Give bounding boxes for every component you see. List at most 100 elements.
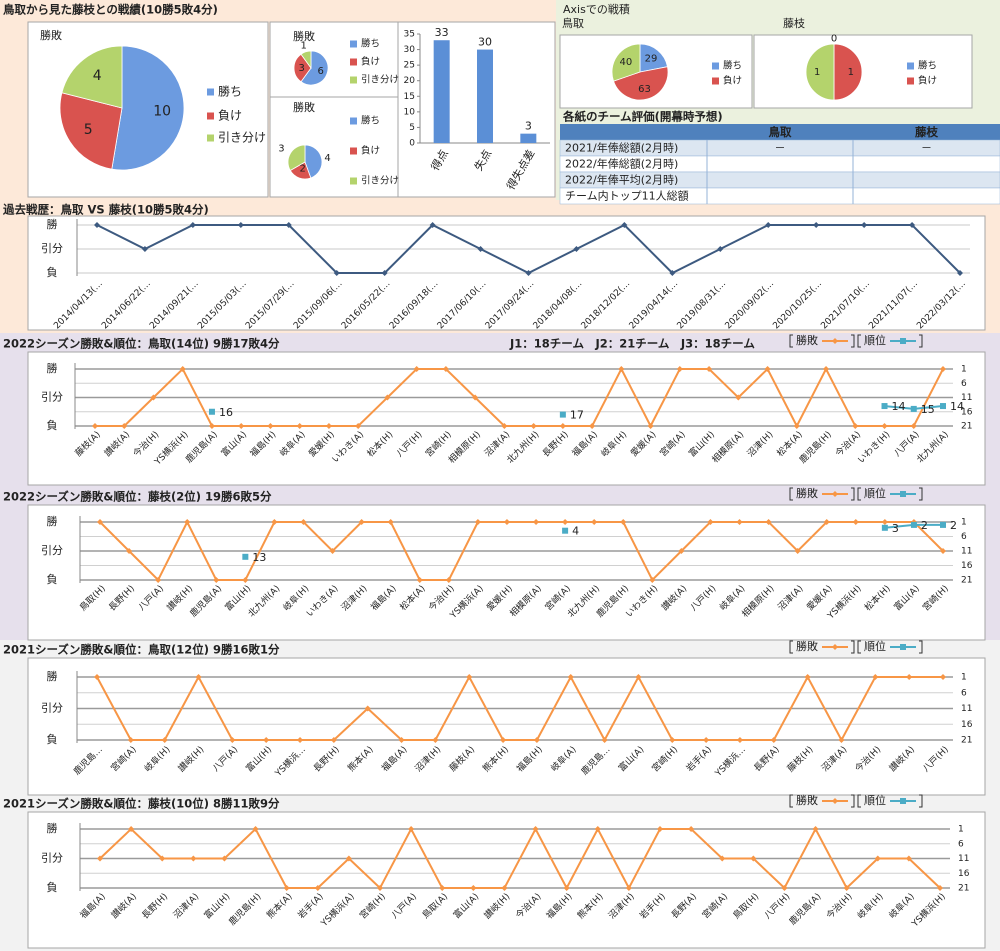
pie-slice [833,43,863,101]
marker [325,423,332,429]
legend-swatch [350,147,357,155]
y2-tick-label: 1 [961,365,967,375]
marker [314,885,321,891]
marker [126,548,133,554]
series-line [96,674,943,743]
marker [804,674,811,680]
marker [669,270,676,276]
marker [364,705,371,712]
marker [910,521,917,528]
legend-label: 勝ち [918,60,937,72]
marker [416,577,423,583]
marker [381,270,388,276]
marker [736,519,743,525]
legend-swatch [350,177,357,185]
marker [141,246,148,252]
marker [474,519,481,525]
marker [735,394,742,401]
y2-tick-label: 11 [961,547,972,557]
marker [283,885,290,891]
y2-tick-label: 21 [958,884,969,894]
data-label: 14 [892,400,906,413]
marker [781,885,788,891]
marker [706,366,713,372]
marker [398,737,405,743]
marker [559,411,566,418]
y2-tick-label: 6 [961,688,967,698]
marker [770,737,777,743]
marker [621,222,628,228]
y2-tick-label: 16 [961,561,973,571]
legend-marker [832,798,838,804]
y-tick-label: 5 [409,123,415,133]
marker [208,408,215,415]
legend-marker [832,338,838,344]
marker [184,519,191,525]
legend-bracket [789,640,793,654]
table-row [559,187,1000,205]
marker [881,423,888,429]
legend-swatch [350,58,357,66]
section-title: 鳥取から見た藤枝との戦績(10勝5敗4分) [3,3,218,17]
marker [647,423,654,429]
legend-label: 勝ち [361,38,380,50]
marker [503,519,510,525]
marker [940,674,946,680]
legend-bracket [851,640,855,654]
legend-swatch [207,112,214,120]
pie-slice [293,53,312,83]
legend-bracket [919,640,923,654]
marker [874,855,881,862]
legend-label: 勝ち [361,115,380,127]
legend-bracket [789,487,793,501]
y-tick-label: 引分 [41,851,63,865]
y-tick-label: 10 [404,107,416,117]
data-label: 30 [478,36,492,49]
chart-title: 2021シーズン勝敗&順位：藤枝(10位) 8勝11敗9分 [3,797,280,811]
legend-bracket [857,334,861,348]
chart-title: 2022シーズン勝敗&順位：藤枝(2位) 19勝6敗5分 [3,490,272,504]
legend-swatch [207,88,214,96]
marker [121,423,128,429]
series-line [99,826,941,891]
marker [881,403,888,410]
marker [937,885,943,891]
legend-swatch [907,77,914,85]
chart-box [269,96,399,198]
marker [532,826,539,832]
y-tick-label: 0 [409,139,415,149]
chart-title: 2021シーズン勝敗&順位：鳥取(12位) 9勝16敗1分 [3,643,280,657]
chart-title: 勝敗 [293,29,315,43]
marker [333,270,340,276]
marker [358,519,365,525]
chart-title: 過去戦歴：鳥取 VS 藤枝(10勝5敗4分) [2,203,209,217]
legend-bracket [857,487,861,501]
series-line [95,366,944,429]
marker [793,423,800,429]
marker [530,423,537,429]
marker [466,674,473,680]
legend-swatch [712,77,719,85]
marker [567,674,574,680]
marker [329,548,336,554]
marker [161,737,168,743]
y2-tick-label: 6 [961,532,967,542]
chart-title: 勝敗 [293,100,315,114]
marker [601,737,608,743]
legend-label: 順位 [864,486,886,500]
marker [296,423,303,429]
marker [940,403,946,410]
marker [940,366,946,372]
legend-bracket [919,334,923,348]
table-header [560,124,1000,140]
y2-tick-label: 21 [961,576,972,586]
data-label: 29 [645,54,658,65]
marker [957,270,963,276]
chart-title: 鳥取 [562,16,584,30]
data-label: 6 [318,66,324,77]
legend-swatch [207,134,214,142]
legend-label: 負け [918,75,937,87]
chart-title: 2022シーズン勝敗&順位：鳥取(14位) 9勝17敗4分 [3,337,280,351]
legend-marker [900,644,906,650]
marker [940,521,946,528]
